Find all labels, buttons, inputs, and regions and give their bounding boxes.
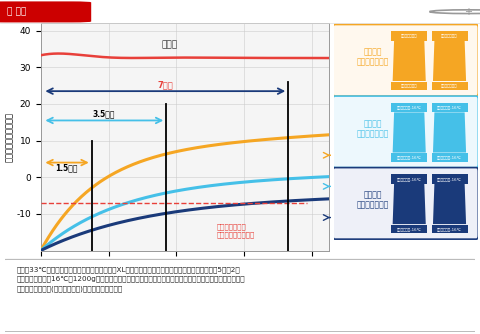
- FancyBboxPatch shape: [432, 174, 468, 184]
- FancyBboxPatch shape: [391, 153, 427, 162]
- Text: 氷点下パック-16℃: 氷点下パック-16℃: [397, 106, 421, 110]
- Polygon shape: [433, 41, 466, 81]
- Text: 3.5時間: 3.5時間: [93, 110, 115, 119]
- FancyBboxPatch shape: [432, 31, 468, 41]
- Text: 氷点下パック-16℃: 氷点下パック-16℃: [397, 227, 421, 231]
- Polygon shape: [393, 41, 426, 81]
- Text: 一般的な
ソフトクーラー: 一般的な ソフトクーラー: [356, 47, 389, 67]
- FancyBboxPatch shape: [2, 260, 478, 332]
- Polygon shape: [433, 113, 466, 153]
- FancyBboxPatch shape: [333, 168, 478, 239]
- Text: 氷点下パック-16℃: 氷点下パック-16℃: [437, 106, 462, 110]
- Polygon shape: [393, 113, 426, 153]
- Text: 一般的な保冷剤: 一般的な保冷剤: [401, 34, 418, 38]
- FancyBboxPatch shape: [432, 225, 468, 233]
- FancyBboxPatch shape: [333, 96, 478, 168]
- FancyBboxPatch shape: [0, 1, 91, 22]
- Text: 一般的な
ソフトクーラー: 一般的な ソフトクーラー: [356, 119, 389, 138]
- FancyBboxPatch shape: [391, 81, 427, 90]
- Text: Ⓟ 保存: Ⓟ 保存: [7, 7, 26, 16]
- Text: 氷点下パック-16℃: 氷点下パック-16℃: [437, 227, 462, 231]
- FancyBboxPatch shape: [432, 103, 468, 113]
- Text: 室温ゐ33℃の場所にてハイパー氷点下クーラーXLの内部に図の様な状態で、同種のカップアイス5個を2つ
の氷点下パック－16℃（1200g）でサンドイッチ状にし、: 室温ゐ33℃の場所にてハイパー氷点下クーラーXLの内部に図の様な状態で、同種のカ…: [16, 266, 245, 292]
- Text: 氷点下パック-16℃: 氷点下パック-16℃: [437, 155, 462, 159]
- FancyBboxPatch shape: [391, 31, 427, 41]
- FancyBboxPatch shape: [432, 153, 468, 162]
- Text: 一般的な保冷剤: 一般的な保冷剤: [441, 34, 458, 38]
- FancyBboxPatch shape: [391, 174, 427, 184]
- Text: 一般的な保冷剤: 一般的な保冷剤: [401, 84, 418, 88]
- Text: ハイパー
氷点下クーラー: ハイパー 氷点下クーラー: [356, 190, 389, 210]
- FancyBboxPatch shape: [333, 24, 478, 96]
- Text: +: +: [464, 7, 472, 17]
- Text: 柔らかい状態の
アイスクリーム温度: 柔らかい状態の アイスクリーム温度: [217, 223, 255, 238]
- Text: 一般的な保冷剤: 一般的な保冷剤: [441, 84, 458, 88]
- Text: 氷点下パック-16℃: 氷点下パック-16℃: [397, 177, 421, 181]
- Text: 氷点下パック-16℃: 氷点下パック-16℃: [437, 177, 462, 181]
- Y-axis label: アイスクリームの温度: アイスクリームの温度: [4, 112, 13, 162]
- FancyBboxPatch shape: [432, 81, 468, 90]
- Text: 氷点下パック-16℃: 氷点下パック-16℃: [397, 155, 421, 159]
- Text: 1.5時間: 1.5時間: [56, 164, 78, 173]
- Polygon shape: [433, 184, 466, 224]
- Text: 外気温: 外気温: [161, 40, 178, 49]
- Polygon shape: [393, 184, 426, 224]
- FancyBboxPatch shape: [391, 103, 427, 113]
- FancyBboxPatch shape: [391, 225, 427, 233]
- Text: 7時間: 7時間: [157, 80, 173, 90]
